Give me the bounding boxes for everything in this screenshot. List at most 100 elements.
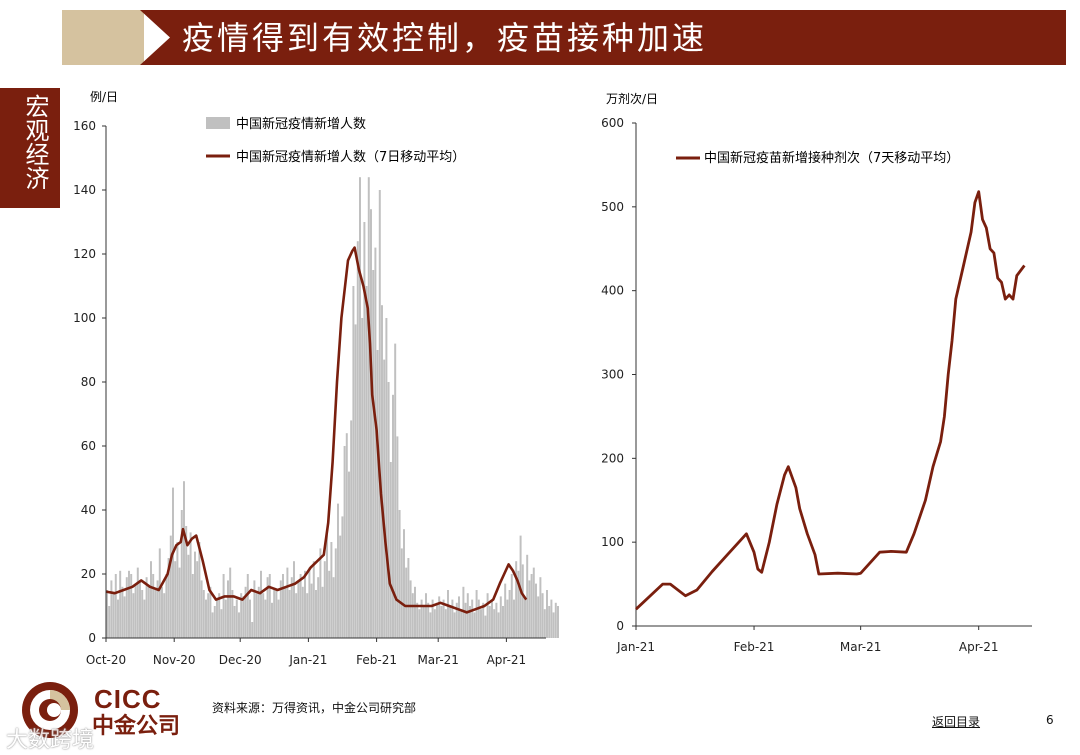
left-bar — [211, 612, 214, 638]
right-y-tick-label: 100 — [601, 535, 624, 549]
left-bar — [482, 602, 485, 638]
left-bar — [422, 606, 425, 638]
left-bar — [163, 593, 166, 638]
left-x-tick-label: Dec-20 — [219, 653, 262, 667]
left-bar — [455, 602, 458, 638]
left-x-tick-label: Mar-21 — [417, 653, 458, 667]
left-bar — [268, 574, 271, 638]
left-bar — [154, 590, 157, 638]
left-bar — [363, 222, 366, 638]
left-bar — [440, 606, 443, 638]
left-bar — [350, 420, 353, 638]
left-bar — [161, 586, 163, 638]
left-bar — [266, 577, 269, 638]
right-legend-line: 中国新冠疫苗新增接种剂次（7天移动平均） — [704, 150, 959, 166]
left-bar — [255, 593, 258, 638]
left-bar — [418, 609, 421, 638]
left-bar — [315, 590, 317, 638]
left-bar — [537, 596, 540, 638]
left-bar — [174, 561, 177, 638]
left-bar — [326, 532, 328, 638]
left-bar — [530, 574, 533, 638]
left-bar — [348, 471, 350, 638]
left-bar — [205, 599, 207, 638]
banner-accent — [62, 10, 144, 65]
left-bar — [526, 554, 529, 638]
left-bar — [438, 596, 441, 638]
left-bar — [383, 359, 386, 638]
right-x-tick-label: Jan-21 — [616, 640, 655, 654]
left-bar — [310, 583, 313, 638]
left-y-tick-label: 40 — [81, 503, 96, 517]
right-x-tick-label: Feb-21 — [734, 640, 775, 654]
left-bar — [229, 567, 232, 638]
left-bar — [546, 590, 548, 638]
left-bar — [178, 567, 181, 638]
left-bar — [356, 241, 359, 638]
left-bar — [128, 570, 130, 638]
left-bar — [521, 564, 524, 638]
left-bar — [550, 599, 553, 638]
left-bar — [352, 286, 355, 638]
left-bar — [484, 615, 487, 638]
left-bar — [150, 561, 152, 638]
left-y-tick-label: 120 — [73, 247, 96, 261]
left-bar — [416, 602, 419, 638]
left-bar — [370, 209, 372, 638]
left-bar — [378, 190, 381, 638]
left-bar — [458, 596, 460, 638]
left-bar — [403, 529, 405, 638]
right-unit-label: 万剂次/日 — [606, 91, 658, 106]
source-note: 资料来源：万得资讯，中金公司研究部 — [212, 701, 417, 715]
left-bar — [297, 580, 300, 638]
left-bar — [238, 612, 240, 638]
left-bar — [224, 599, 227, 638]
left-bar — [374, 247, 377, 638]
left-bar — [191, 574, 194, 638]
left-bar — [271, 602, 273, 638]
left-x-tick-label: Apr-21 — [487, 653, 527, 667]
left-bar — [477, 599, 480, 638]
left-bar — [508, 590, 511, 638]
left-bar — [515, 561, 518, 638]
left-bar — [332, 577, 335, 638]
left-bar — [130, 574, 133, 638]
left-bar — [473, 612, 476, 638]
left-bar — [106, 590, 108, 638]
left-bar — [552, 612, 555, 638]
left-bar — [242, 596, 245, 638]
watermark-text: 大数跨境 — [6, 728, 95, 753]
side-section-tab[interactable]: 宏观经济 — [0, 88, 60, 208]
right-y-tick-label: 200 — [601, 451, 624, 465]
left-bar — [139, 580, 141, 638]
left-bar — [304, 570, 306, 638]
left-bar — [284, 586, 287, 638]
page-number: 6 — [1046, 713, 1054, 727]
left-bar — [244, 586, 247, 638]
left-bar — [334, 548, 337, 638]
left-bar — [372, 270, 375, 638]
left-bar — [528, 580, 531, 638]
left-bar — [453, 612, 456, 638]
left-bar — [469, 606, 471, 638]
left-legend-swatch-bars — [206, 117, 230, 129]
right-y-tick-label: 500 — [601, 200, 624, 214]
left-bar — [306, 593, 309, 638]
left-bar — [169, 535, 172, 638]
back-to-contents-link[interactable]: 返回目录 — [932, 715, 981, 729]
left-bar — [257, 586, 260, 638]
left-bar — [240, 593, 243, 638]
left-bar — [409, 580, 412, 638]
left-bar — [319, 548, 322, 638]
left-bar — [189, 532, 192, 638]
left-bar — [367, 177, 370, 638]
left-bar — [198, 542, 201, 638]
left-unit-label: 例/日 — [90, 90, 118, 104]
left-bar — [486, 593, 489, 638]
left-bar — [396, 436, 399, 638]
left-bar — [253, 580, 256, 638]
left-bar — [411, 593, 414, 638]
left-bar — [264, 599, 267, 638]
left-bar — [499, 596, 502, 638]
right-y-tick-label: 400 — [601, 284, 624, 298]
